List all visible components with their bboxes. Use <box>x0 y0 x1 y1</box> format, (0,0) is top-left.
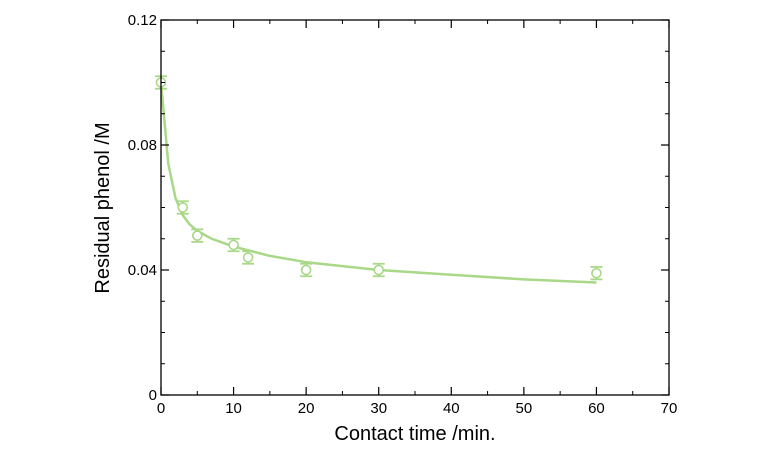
x-tick-label: 40 <box>443 400 460 417</box>
data-marker <box>242 252 254 263</box>
x-tick-label: 30 <box>370 400 387 417</box>
y-tick-label: 0 <box>149 387 157 404</box>
data-point <box>300 262 313 278</box>
y-tick-label: 0.04 <box>128 262 157 279</box>
data-marker <box>373 264 385 276</box>
data-point <box>372 262 385 278</box>
data-point <box>242 250 255 265</box>
data-marker <box>177 202 189 213</box>
data-points-layer <box>155 75 603 281</box>
data-marker <box>228 239 239 251</box>
x-tick-label: 70 <box>661 400 678 417</box>
x-tick-label: 20 <box>298 400 315 417</box>
x-tick-label: 10 <box>225 400 242 417</box>
data-point <box>227 237 240 253</box>
data-marker <box>191 230 203 241</box>
x-tick-label: 50 <box>516 400 533 417</box>
x-axis-title: Contact time /min. <box>334 423 495 445</box>
data-point <box>191 228 204 243</box>
y-tick-label: 0.12 <box>128 12 157 29</box>
data-point <box>176 200 189 215</box>
fit-curve-layer <box>159 82 597 284</box>
x-tick-label: 60 <box>588 400 605 417</box>
data-marker <box>300 264 312 276</box>
data-point <box>590 265 603 281</box>
y-axis-title: Residual phenol /M <box>92 122 114 293</box>
plot-frame <box>160 19 670 396</box>
x-tick-label: 0 <box>157 400 165 417</box>
ticks-layer: 0 10 20 30 40 50 60 70 0 0.04 0.08 0.12 <box>128 12 678 417</box>
fit-curve <box>159 82 597 284</box>
y-tick-label: 0.08 <box>128 137 157 154</box>
data-marker <box>591 267 602 279</box>
